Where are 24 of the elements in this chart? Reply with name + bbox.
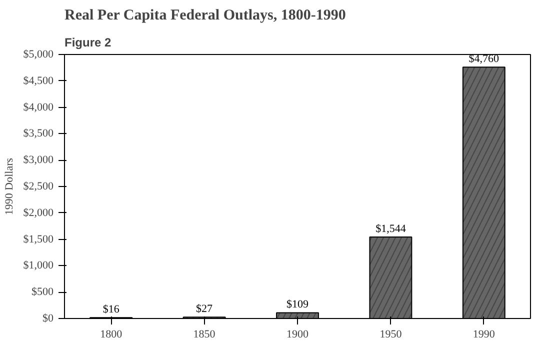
data-label: $1,544 [376,222,406,235]
x-tick-label: 1900 [286,328,309,340]
y-tick-label: $1,500 [23,233,54,246]
data-label: $109 [286,298,309,311]
data-label: $27 [196,303,214,316]
y-tick-label: $3,000 [23,154,54,166]
y-axis-title: 1990 Dollars [3,158,16,216]
y-tick-label: $1,000 [23,260,54,272]
y-tick-label: $2,000 [23,206,54,219]
y-tick-label: $3,500 [23,128,54,140]
y-tick-label: $0 [42,312,54,324]
caption: Figure 2 [64,36,112,50]
x-tick-label: 1850 [193,328,216,340]
x-tick-label: 1950 [380,328,402,340]
y-tick-label: $500 [32,286,54,298]
y-tick-label: $4,000 [23,101,54,114]
y-tick-label: $5,000 [23,48,54,60]
x-tick-label: 1990 [472,328,496,340]
x-tick-label: 1800 [100,328,123,340]
y-tick-label: $2,500 [23,180,54,192]
chart-title: Real Per Capita Federal Outlays, 1800-1990 [64,8,346,24]
y-tick-label: $4,500 [23,74,54,87]
data-label: $16 [102,304,120,316]
data-label: $4,760 [468,53,500,66]
